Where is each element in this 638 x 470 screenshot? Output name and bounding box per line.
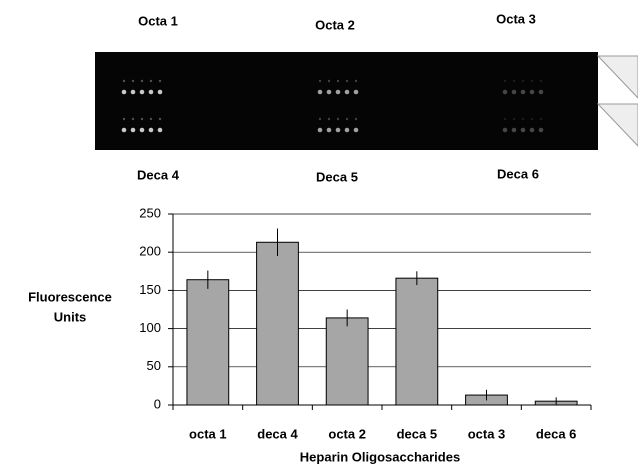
- spot: [328, 80, 330, 82]
- spot: [539, 90, 544, 95]
- spot: [345, 90, 350, 95]
- y-tick-label: 200: [139, 244, 161, 259]
- spot: [336, 90, 341, 95]
- y-tick-label: 150: [139, 282, 161, 297]
- x-tick-label: octa 3: [468, 426, 506, 441]
- panel-label: Deca 5: [316, 169, 358, 184]
- spot: [140, 128, 145, 133]
- spot: [504, 80, 506, 82]
- spot: [132, 118, 134, 120]
- x-tick-label: octa 2: [328, 426, 366, 441]
- spot: [318, 90, 323, 95]
- spot: [346, 80, 348, 82]
- x-tick-label: deca 6: [536, 426, 576, 441]
- spot: [512, 90, 517, 95]
- panel-label: Deca 4: [137, 167, 180, 182]
- spot: [521, 128, 526, 133]
- spot: [355, 118, 357, 120]
- spot: [354, 90, 359, 95]
- spot: [132, 80, 134, 82]
- spot: [539, 128, 544, 133]
- x-axis-label: Heparin Oligosaccharides: [300, 449, 460, 464]
- spot: [530, 128, 535, 133]
- panel-label: Octa 2: [315, 17, 355, 32]
- gradient-wedge: [598, 56, 638, 98]
- spot: [337, 118, 339, 120]
- page: Octa 1 Octa 2 Octa 3 Deca 4 Deca 5 Deca …: [0, 0, 638, 470]
- array-image: [95, 52, 598, 150]
- spot: [327, 90, 332, 95]
- panel-label: Deca 6: [497, 166, 539, 181]
- bar: [326, 318, 368, 405]
- y-tick-label: 0: [154, 396, 161, 411]
- gradient-wedge: [598, 104, 638, 146]
- spot: [159, 80, 161, 82]
- spot: [503, 128, 508, 133]
- spot: [540, 80, 542, 82]
- spot: [123, 80, 125, 82]
- spot: [150, 118, 152, 120]
- y-tick-label: 50: [147, 358, 161, 373]
- spot: [327, 128, 332, 133]
- bar: [396, 278, 438, 405]
- spot: [319, 80, 321, 82]
- spot: [522, 118, 524, 120]
- figure: Octa 1 Octa 2 Octa 3 Deca 4 Deca 5 Deca …: [0, 0, 638, 470]
- spot: [131, 128, 136, 133]
- y-tick-label: 100: [139, 320, 161, 335]
- y-axis-label: Units: [54, 309, 87, 324]
- bar: [257, 242, 299, 405]
- spot: [522, 80, 524, 82]
- spot: [530, 90, 535, 95]
- spot: [504, 118, 506, 120]
- spot: [131, 90, 136, 95]
- spot: [354, 128, 359, 133]
- panel-label: Octa 1: [138, 13, 178, 28]
- spot: [337, 80, 339, 82]
- x-tick-label: deca 4: [257, 426, 298, 441]
- spot: [513, 118, 515, 120]
- spot: [159, 118, 161, 120]
- spot: [503, 90, 508, 95]
- bar: [187, 280, 229, 405]
- x-tick-label: deca 5: [397, 426, 437, 441]
- spot: [531, 118, 533, 120]
- panel-label: Octa 3: [496, 11, 536, 26]
- spot: [531, 80, 533, 82]
- spot: [149, 90, 154, 95]
- spot: [355, 80, 357, 82]
- spot: [336, 128, 341, 133]
- x-tick-label: octa 1: [189, 426, 227, 441]
- spot: [318, 128, 323, 133]
- spot: [158, 90, 163, 95]
- spot: [122, 128, 127, 133]
- spot: [150, 80, 152, 82]
- spot: [122, 90, 127, 95]
- spot: [149, 128, 154, 133]
- y-tick-label: 250: [139, 205, 161, 220]
- y-axis-label: Fluorescence: [28, 289, 112, 304]
- spot: [512, 128, 517, 133]
- spot: [158, 128, 163, 133]
- spot: [141, 80, 143, 82]
- spot: [540, 118, 542, 120]
- spot: [346, 118, 348, 120]
- spot: [345, 128, 350, 133]
- spot: [319, 118, 321, 120]
- spot: [521, 90, 526, 95]
- spot: [123, 118, 125, 120]
- spot: [513, 80, 515, 82]
- spot: [140, 90, 145, 95]
- spot: [328, 118, 330, 120]
- spot: [141, 118, 143, 120]
